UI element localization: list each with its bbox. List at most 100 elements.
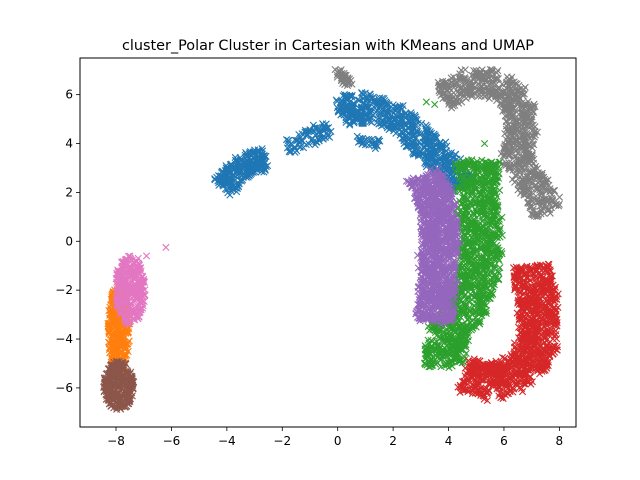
data-point [345,104,353,112]
data-point [424,161,432,169]
data-point [258,145,266,153]
data-point [436,140,444,148]
data-point [382,98,390,106]
data-point [318,134,327,142]
data-point [414,119,422,127]
data-point [259,159,267,167]
data-point [415,150,423,159]
data-point [258,147,267,155]
data-point [363,96,371,104]
data-point [339,107,347,116]
data-point [249,160,257,168]
data-point [391,114,399,122]
data-point [450,176,458,184]
data-point [262,152,270,160]
data-point [390,120,398,129]
data-point [221,176,230,184]
data-point [345,114,353,122]
data-point [243,172,251,180]
data-point [309,121,317,129]
data-point [233,167,241,175]
data-point [423,123,431,131]
data-point [371,144,380,153]
data-point [362,136,370,144]
data-point [222,164,230,172]
data-point [451,150,459,158]
data-point [402,142,410,150]
data-point [355,96,363,104]
data-point [285,148,293,156]
data-point [232,183,240,191]
data-point [316,130,324,138]
data-point [358,105,366,114]
data-point [391,116,399,124]
data-point [426,128,434,136]
data-point [301,126,309,134]
plot-points [100,65,564,413]
data-point [319,126,327,134]
data-point [249,148,257,156]
data-point [346,121,354,129]
data-point [241,154,249,162]
data-point [238,165,246,173]
data-point [291,145,299,153]
data-point [226,191,234,199]
data-point [350,117,358,126]
data-point [373,119,381,127]
data-point [413,126,421,135]
data-point [261,158,269,166]
data-point [398,128,406,136]
data-point [397,122,405,130]
data-point [390,103,399,111]
data-point [236,176,244,184]
data-point [252,160,260,168]
data-point [442,153,450,161]
data-point [302,140,310,149]
data-point [429,163,438,171]
data-point [421,159,429,167]
data-point [346,92,354,100]
data-point [332,96,340,104]
data-point [259,157,267,165]
data-point [303,130,311,138]
data-point [442,147,450,155]
data-point [218,174,226,182]
data-point [425,153,433,161]
data-point [366,90,374,98]
data-point [357,112,366,120]
data-point [408,123,416,131]
data-point [346,104,354,112]
data-point [421,139,429,147]
data-point [366,108,374,117]
data-point [287,140,295,148]
data-point [305,140,313,148]
data-point [429,144,438,152]
data-point [379,111,387,120]
data-point [441,155,450,163]
data-point [234,159,242,167]
data-point [376,98,384,107]
data-point [244,168,252,176]
chart-title: cluster_Polar Cluster in Cartesian with … [122,38,534,54]
data-point [258,150,266,158]
data-point [424,133,432,141]
data-point [404,123,412,131]
data-point [296,134,304,142]
data-point [315,128,324,136]
data-point [352,109,361,117]
cluster-series-0 [211,88,481,199]
data-point [409,132,417,141]
data-point [357,137,366,145]
data-point [378,105,386,114]
data-point [342,118,350,127]
data-point [384,113,392,121]
data-point [225,164,233,172]
data-point [327,127,335,135]
data-point [412,115,420,123]
data-point [398,134,406,142]
data-point [442,138,450,146]
data-point [359,99,367,107]
data-point [226,174,234,182]
data-point [411,121,419,129]
